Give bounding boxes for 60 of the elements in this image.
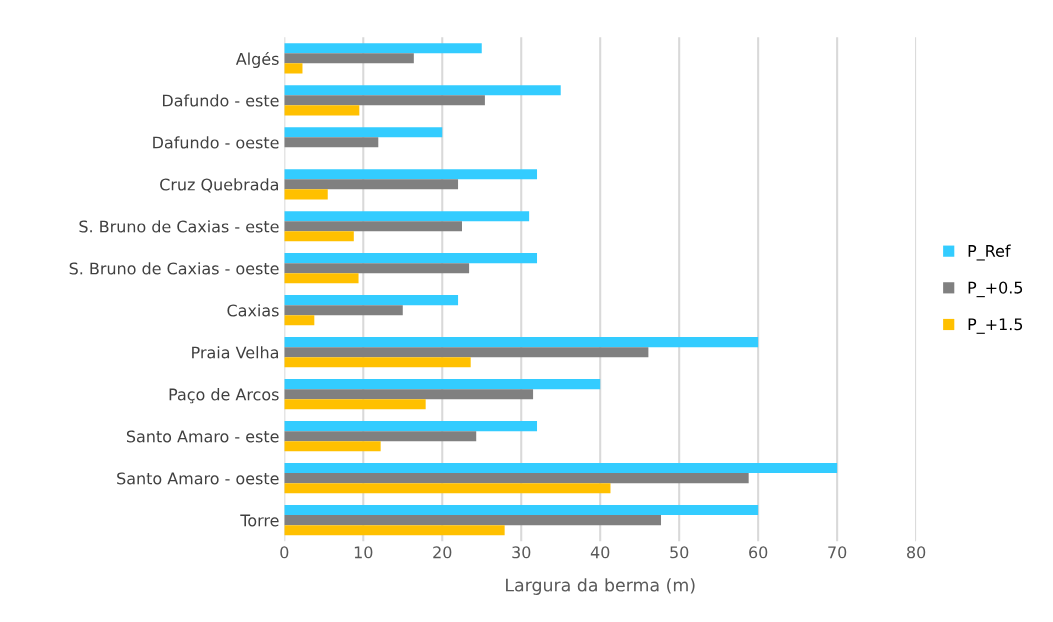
x-tick-label: 10: [354, 546, 373, 559]
bar: [284, 189, 328, 200]
bar: [284, 431, 477, 442]
bar: [284, 421, 538, 432]
y-tick-label: Santo Amaro - oeste: [117, 472, 279, 485]
x-tick-label: 20: [433, 546, 452, 559]
x-axis-title: Largura da berma (m): [506, 578, 695, 595]
legend-label: P_+1.5: [968, 318, 1023, 334]
y-tick-label: Caxias: [227, 304, 279, 317]
bar: [284, 357, 471, 368]
bar: [284, 85, 561, 96]
bar: [284, 441, 381, 452]
y-tick-label: Algés: [235, 51, 279, 69]
bar: [284, 137, 379, 148]
y-tick-label: S. Bruno de Caxias - este: [79, 220, 279, 233]
bar: [284, 399, 426, 410]
x-tick-label: 60: [749, 546, 768, 559]
y-tick-label: Torre: [240, 514, 279, 527]
x-tick-label: 0: [280, 546, 289, 559]
bar: [284, 483, 611, 494]
bar: [284, 95, 485, 106]
bar: [284, 105, 360, 116]
legend-label: P_Ref: [968, 244, 1011, 261]
y-tick-label: S. Bruno de Caxias - oeste: [69, 262, 279, 275]
y-tick-label: Paço de Arcos: [169, 388, 279, 404]
bar: [284, 305, 403, 316]
bar: [284, 63, 303, 74]
y-tick-label: Dafundo - oeste: [153, 136, 279, 149]
y-tick-label: Praia Velha: [192, 346, 278, 359]
bar: [284, 525, 505, 536]
y-tick-label: Cruz Quebrada: [160, 178, 278, 193]
y-tick-label: Dafundo - este: [163, 94, 279, 107]
legend-label: P_+0.5: [968, 281, 1023, 298]
bar: [284, 221, 462, 232]
bar: [284, 127, 443, 138]
bar: [284, 389, 534, 400]
bar: [284, 231, 354, 242]
x-tick-label: 80: [907, 546, 926, 559]
bar: [284, 43, 482, 54]
bar: [284, 179, 459, 190]
bar: [284, 473, 749, 484]
bar: [284, 315, 315, 326]
bar: [284, 211, 530, 222]
bar: [284, 463, 838, 474]
bar: [284, 505, 759, 516]
bar: [284, 273, 359, 284]
bar: [284, 379, 601, 390]
bar: [284, 253, 538, 264]
bar: [284, 515, 662, 526]
x-tick-label: 40: [590, 546, 610, 559]
x-tick-label: 70: [828, 546, 847, 559]
y-tick-label: Santo Amaro - este: [126, 430, 279, 443]
bar: [284, 347, 649, 358]
x-tick-label: 50: [670, 546, 689, 559]
x-tick-label: 30: [512, 546, 531, 559]
bar: [284, 337, 759, 348]
bar: [284, 53, 414, 64]
bar: [284, 169, 538, 180]
bar: [284, 263, 470, 274]
bar: [284, 295, 459, 306]
